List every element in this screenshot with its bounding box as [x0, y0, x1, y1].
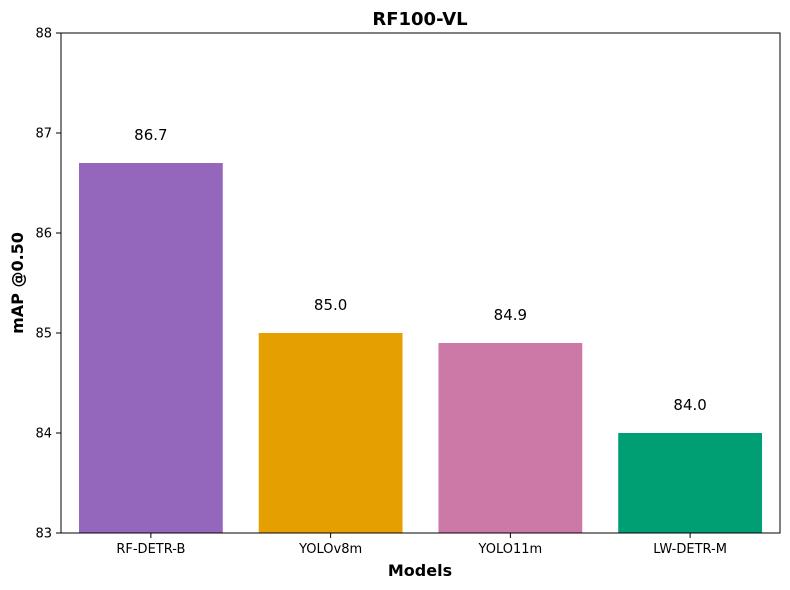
data-label: 86.7 [134, 126, 167, 144]
y-tick-label: 83 [35, 527, 52, 542]
data-label: 85.0 [314, 296, 347, 314]
x-tick-label: YOLO11m [478, 542, 543, 557]
x-axis-title: Models [388, 561, 452, 580]
y-tick-label: 88 [35, 27, 52, 42]
bar-rf-detr-b [78, 163, 223, 533]
y-axis-title: mAP @0.50 [8, 232, 27, 334]
bar-yolo11m [438, 343, 583, 533]
y-tick-label: 87 [35, 127, 52, 142]
y-tick-label: 84 [35, 427, 52, 442]
data-labels-group: 86.7 85.0 84.9 84.0 [134, 126, 707, 414]
x-tick-label: LW-DETR-M [653, 542, 727, 557]
bar-lw-detr-m [618, 433, 763, 533]
data-label: 84.9 [494, 306, 527, 324]
y-tick-label: 85 [35, 327, 52, 342]
plot-frame [60, 32, 781, 534]
bar-yolov8m [258, 333, 403, 533]
bars-group [78, 163, 763, 533]
chart-title: RF100-VL [372, 9, 467, 30]
y-axis: 83 84 85 86 87 88 [35, 27, 61, 542]
x-axis: RF-DETR-B YOLOv8m YOLO11m LW-DETR-M [116, 533, 727, 557]
y-tick-label: 86 [35, 227, 52, 242]
x-tick-label: YOLOv8m [298, 542, 362, 557]
x-tick-label: RF-DETR-B [116, 542, 185, 557]
data-label: 84.0 [673, 396, 706, 414]
